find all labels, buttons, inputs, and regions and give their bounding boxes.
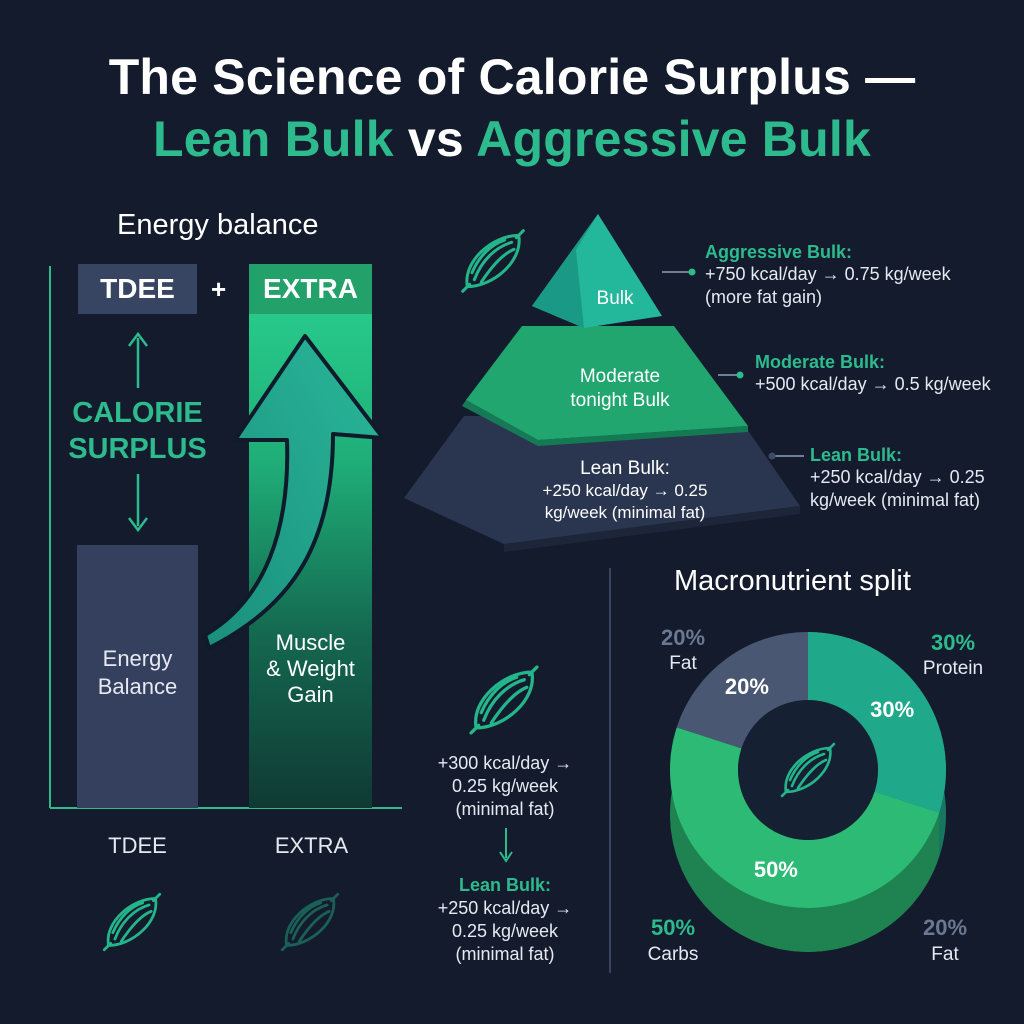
surplus-line1: CALORIE <box>72 397 203 429</box>
curved-arrow-icon <box>203 334 385 650</box>
donut-slice-fat <box>676 632 808 749</box>
subtitle-vs: vs <box>407 111 464 167</box>
center-line2: 0.25 kg/week <box>451 776 559 796</box>
base-line2: +250 kcal/day → 0.25 <box>542 481 708 500</box>
energy-axes <box>49 266 402 809</box>
outer-lbl-fat-top: Fat <box>669 653 697 674</box>
outer-pct-fat-top: 20% <box>660 625 706 650</box>
energy-balance-label: Energy Balance <box>77 645 198 701</box>
callout-heading: Moderate Bulk: <box>755 352 886 372</box>
outer-lbl-carbs: Carbs <box>647 944 699 965</box>
callout-aggressive: Aggressive Bulk: +750 kcal/day → 0.75 kg… <box>705 242 951 309</box>
outer-lbl-fat-bottom: Fat <box>931 944 959 965</box>
page-subtitle: Lean Bulk vs Aggressive Bulk <box>0 110 1024 168</box>
page-title: The Science of Calorie Surplus — <box>108 49 916 105</box>
callout-moderate: Moderate Bulk: +500 kcal/day → 0.5 kg/we… <box>755 352 991 396</box>
energy-balance-bar <box>77 545 198 808</box>
muscle-icon <box>100 890 164 954</box>
center-lean-text: Lean Bulk: +250 kcal/day → 0.25 kg/week … <box>415 874 595 966</box>
base-line1: Lean Bulk: <box>580 458 670 479</box>
subtitle-aggressive: Aggressive Bulk <box>476 111 871 167</box>
gain-line2: & Weight <box>266 656 355 681</box>
center-lean-line2: 0.25 kg/week <box>451 921 559 941</box>
calorie-surplus-label: CALORIE SURPLUS <box>50 395 225 467</box>
center-lean-line1: +250 kcal/day → <box>437 898 573 918</box>
donut-slice-carbs <box>670 727 940 908</box>
gain-line3: Gain <box>287 682 334 707</box>
callout-heading: Aggressive Bulk: <box>705 242 853 262</box>
arrow-down-icon <box>499 828 513 863</box>
outer-pct-fat-bottom: 20% <box>922 915 968 940</box>
bulk-pyramid <box>404 214 804 552</box>
subtitle-lean: Lean Bulk <box>153 111 394 167</box>
energy-heading: Energy balance <box>117 209 319 241</box>
eb-line2: Balance <box>97 674 178 699</box>
center-line1: +300 kcal/day → <box>437 753 573 773</box>
center-surplus-text: +300 kcal/day → 0.25 kg/week (minimal fa… <box>415 752 595 821</box>
pyramid-mid-label: Moderate tonight Bulk <box>540 365 700 413</box>
mid-line1: Moderate <box>579 366 661 387</box>
outer-pct-protein: 30% <box>930 630 976 655</box>
muscle-icon <box>278 890 342 954</box>
donut-hole <box>738 700 878 840</box>
arrow-up-icon <box>128 331 148 388</box>
eb-line1: Energy <box>102 646 173 671</box>
gain-line1: Muscle <box>275 630 346 655</box>
macro-donut: 30% 50% 20% <box>670 632 946 952</box>
callout-lean: Lean Bulk: +250 kcal/day → 0.25 kg/week … <box>810 445 985 512</box>
arrow-down-icon <box>128 474 148 533</box>
donut-label-fat: 20% <box>725 674 769 699</box>
center-lean-heading: Lean Bulk: <box>458 875 551 895</box>
surplus-line2: SURPLUS <box>68 433 207 465</box>
divider <box>609 568 611 973</box>
callout-line: +250 kcal/day → 0.25 <box>810 467 985 487</box>
callout-line: (more fat gain) <box>705 287 823 307</box>
axis-label-extra: EXTRA <box>274 833 349 858</box>
callout-line: kg/week (minimal fat) <box>810 490 981 510</box>
outer-pct-carbs: 50% <box>650 915 696 940</box>
muscle-icon <box>466 662 542 738</box>
donut-slice-protein <box>808 632 946 813</box>
tdee-box: TDEE <box>78 264 197 314</box>
center-lean-line3: (minimal fat) <box>455 944 555 964</box>
plus-sign: + <box>211 274 227 304</box>
mid-line2: tonight Bulk <box>570 390 670 411</box>
outer-lbl-protein: Protein <box>922 658 984 679</box>
base-line3: kg/week (minimal fat) <box>544 503 706 522</box>
center-line3: (minimal fat) <box>455 799 555 819</box>
donut-rim-carbs <box>670 727 940 952</box>
extra-box: EXTRA <box>249 264 372 314</box>
callout-line: +750 kcal/day → 0.75 kg/week <box>705 264 951 284</box>
pyramid-top-label: Bulk <box>596 288 634 309</box>
muscle-gain-label: Muscle & Weight Gain <box>249 630 372 708</box>
donut-label-protein: 30% <box>870 697 914 722</box>
macro-heading: Macronutrient split <box>674 565 911 597</box>
callout-heading: Lean Bulk: <box>810 445 903 465</box>
donut-label-carbs: 50% <box>754 857 798 882</box>
axis-label-tdee: TDEE <box>108 833 167 858</box>
callout-line: +500 kcal/day → 0.5 kg/week <box>755 374 991 394</box>
pyramid-base-label: Lean Bulk: +250 kcal/day → 0.25 kg/week … <box>515 458 735 524</box>
